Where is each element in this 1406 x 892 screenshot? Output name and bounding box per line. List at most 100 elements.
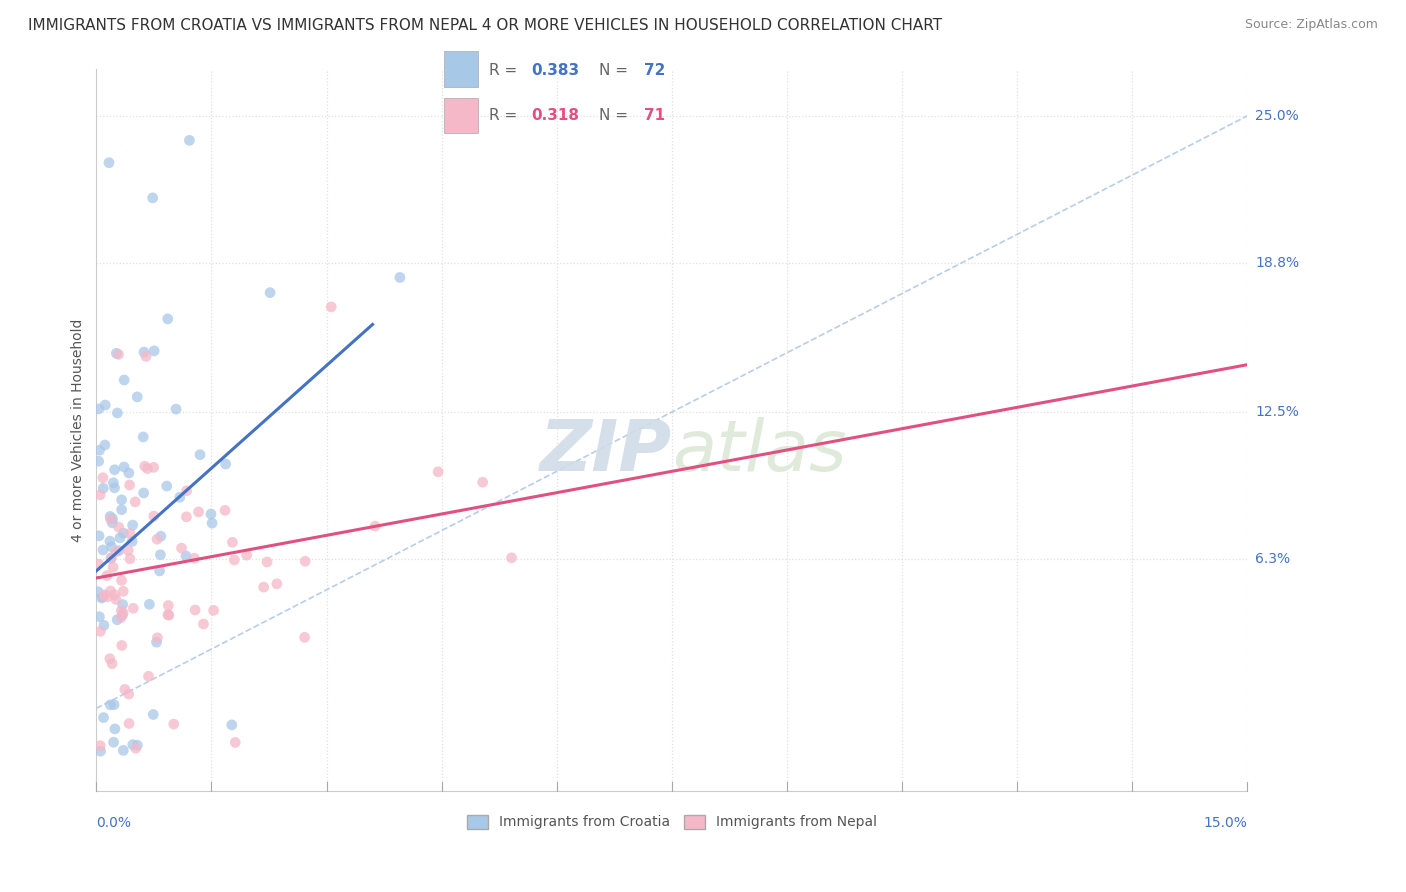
- Point: [321, 300, 343, 314]
- Point: [103, 463, 125, 477]
- Point: [184, 603, 207, 617]
- Point: [100, 512, 122, 526]
- Point: [201, 516, 224, 530]
- Text: R =: R =: [489, 62, 523, 78]
- Point: [91, 481, 114, 495]
- Point: [112, 584, 135, 599]
- Point: [103, 698, 125, 712]
- Point: [136, 461, 159, 475]
- Point: [110, 574, 132, 588]
- Point: [87, 401, 110, 416]
- Point: [91, 590, 114, 604]
- Point: [156, 479, 179, 493]
- Point: [169, 490, 191, 504]
- Point: [127, 738, 149, 752]
- Point: [91, 471, 114, 485]
- Point: [100, 584, 122, 599]
- Point: [118, 466, 141, 480]
- Point: [134, 459, 156, 474]
- Point: [259, 285, 281, 300]
- Point: [176, 483, 198, 498]
- Text: atlas: atlas: [672, 417, 846, 486]
- Point: [125, 741, 148, 756]
- Point: [118, 687, 141, 701]
- Point: [501, 550, 523, 565]
- Point: [105, 613, 128, 627]
- Point: [117, 543, 139, 558]
- Point: [132, 345, 155, 359]
- Point: [89, 624, 111, 639]
- Point: [108, 531, 131, 545]
- Point: [138, 669, 160, 683]
- Point: [93, 710, 115, 724]
- Point: [179, 133, 201, 147]
- Point: [107, 543, 129, 558]
- Point: [98, 155, 121, 169]
- Text: 25.0%: 25.0%: [1256, 109, 1299, 123]
- Point: [101, 560, 124, 574]
- Text: 72: 72: [644, 62, 665, 78]
- Point: [121, 534, 143, 549]
- Point: [101, 657, 124, 671]
- Point: [100, 550, 122, 565]
- Point: [89, 443, 111, 458]
- Point: [121, 518, 143, 533]
- Point: [138, 597, 160, 611]
- Point: [90, 744, 112, 758]
- Point: [97, 590, 120, 604]
- Point: [235, 548, 257, 562]
- Point: [103, 481, 125, 495]
- Text: 18.8%: 18.8%: [1256, 256, 1299, 270]
- Point: [121, 738, 143, 752]
- Point: [101, 512, 124, 526]
- FancyBboxPatch shape: [444, 52, 478, 87]
- Point: [142, 460, 165, 475]
- Point: [364, 519, 387, 533]
- Point: [165, 402, 187, 417]
- Point: [188, 448, 211, 462]
- Point: [142, 509, 165, 524]
- Point: [98, 698, 121, 712]
- Point: [112, 460, 135, 475]
- Point: [93, 618, 115, 632]
- Point: [388, 270, 411, 285]
- Point: [149, 529, 172, 543]
- Point: [110, 492, 132, 507]
- Point: [100, 551, 122, 566]
- Point: [170, 541, 193, 555]
- Point: [142, 707, 165, 722]
- Point: [146, 631, 169, 645]
- Point: [176, 509, 198, 524]
- Point: [183, 551, 205, 566]
- Point: [142, 191, 165, 205]
- Point: [94, 438, 117, 452]
- Text: 6.3%: 6.3%: [1256, 552, 1291, 566]
- Point: [193, 617, 215, 632]
- Point: [163, 717, 186, 731]
- Point: [294, 554, 316, 568]
- Point: [98, 534, 121, 549]
- Point: [118, 716, 141, 731]
- Point: [107, 520, 129, 534]
- Text: 0.318: 0.318: [531, 108, 579, 123]
- Point: [157, 608, 180, 623]
- Text: R =: R =: [489, 108, 523, 123]
- Point: [110, 610, 132, 624]
- Point: [471, 475, 494, 490]
- Point: [294, 631, 316, 645]
- Text: IMMIGRANTS FROM CROATIA VS IMMIGRANTS FROM NEPAL 4 OR MORE VEHICLES IN HOUSEHOLD: IMMIGRANTS FROM CROATIA VS IMMIGRANTS FR…: [28, 18, 942, 33]
- Point: [224, 553, 246, 567]
- Point: [101, 516, 124, 530]
- Point: [187, 505, 209, 519]
- Text: N =: N =: [599, 108, 633, 123]
- Point: [110, 604, 132, 618]
- Point: [107, 406, 129, 420]
- FancyBboxPatch shape: [444, 97, 478, 133]
- Legend: Immigrants from Croatia, Immigrants from Nepal: Immigrants from Croatia, Immigrants from…: [461, 809, 882, 835]
- Text: Source: ZipAtlas.com: Source: ZipAtlas.com: [1244, 18, 1378, 31]
- Point: [87, 529, 110, 543]
- Point: [93, 589, 115, 603]
- Point: [89, 739, 111, 753]
- Point: [105, 346, 128, 360]
- Point: [111, 502, 134, 516]
